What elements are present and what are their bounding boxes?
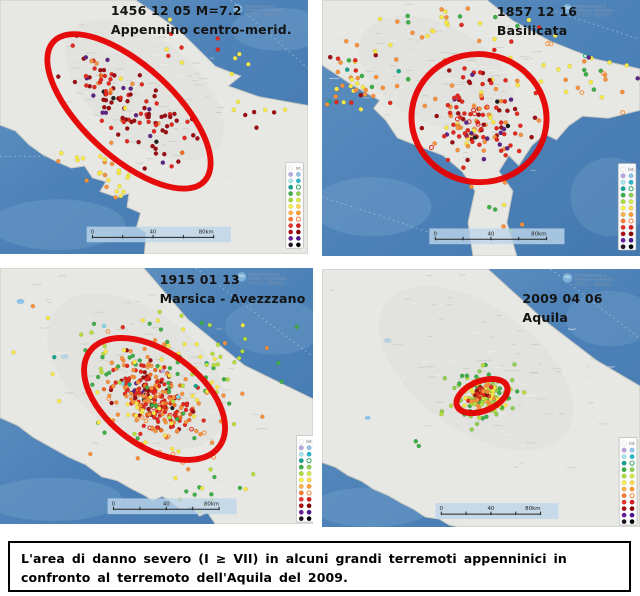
svg-text:Geofisica e Vulcanologia: Geofisica e Vulcanologia <box>248 276 286 280</box>
terrain-shading <box>65 5 257 184</box>
svg-text:CPTI15 - DBMI15: CPTI15 - DBMI15 <box>248 281 284 287</box>
intensity-legend: Int. <box>618 437 638 526</box>
intensity-dots-layer <box>11 303 300 515</box>
intensity-dots-layer <box>55 17 288 200</box>
map-canvas-1456: 0 40 80km Int. Istituto Nazionale diGeofis… <box>0 0 308 254</box>
svg-text:80km: 80km <box>531 231 546 237</box>
svg-text:Istituto Nazionale di: Istituto Nazionale di <box>574 4 606 8</box>
svg-text:CPTI15 - DBMI15: CPTI15 - DBMI15 <box>574 13 611 19</box>
damage-area-ellipse <box>453 375 511 417</box>
svg-text:Istituto Nazionale di: Istituto Nazionale di <box>248 272 279 276</box>
map-title-place: Aquila <box>522 309 569 325</box>
svg-text:80km: 80km <box>199 229 214 235</box>
svg-text:40: 40 <box>163 501 170 507</box>
intensity-legend: Int. <box>296 435 313 523</box>
svg-text:Geofisica e Vulcanologia: Geofisica e Vulcanologia <box>574 8 613 12</box>
damage-area-ellipse <box>408 51 550 186</box>
map-panel-1915-marsica: 0 40 80km Int. Istituto Nazionale di Geofis… <box>0 268 313 524</box>
svg-text:Int.: Int. <box>629 441 636 446</box>
map-title: 1915 01 13 Marsica - Avezzzano <box>160 271 306 309</box>
svg-text:Geofisica e Vulcanologia: Geofisica e Vulcanologia <box>244 8 282 12</box>
svg-text:0: 0 <box>440 506 444 512</box>
figure-caption-box: L'area di danno severo (I ≥ VII) in alcu… <box>8 541 631 592</box>
svg-text:Int.: Int. <box>306 439 312 444</box>
map-title: 1857 12 16 Basilicata <box>497 3 577 41</box>
svg-text:0: 0 <box>91 229 95 235</box>
scale-bar: 0 40 80km <box>86 226 231 243</box>
svg-text:CPTI15 - DBMI15: CPTI15 - DBMI15 <box>574 282 611 288</box>
map-title-place: Marsica - Avezzzano <box>159 290 306 306</box>
intensity-legend: Int. <box>617 163 637 251</box>
svg-text:0: 0 <box>112 501 116 507</box>
svg-text:Istituto Nazionale di: Istituto Nazionale di <box>244 4 275 8</box>
svg-text:CPTI15 - DBMI15: CPTI15 - DBMI15 <box>244 13 280 19</box>
damage-area-ellipse <box>81 335 228 463</box>
map-title-date: 2009 04 06 <box>522 291 603 306</box>
svg-text:40: 40 <box>487 506 494 512</box>
map-panel-1456-appennino: 0 40 80km Int. Istituto Nazionale di Geofis… <box>0 0 308 254</box>
scale-bar: 0 40 80km <box>429 228 565 245</box>
intensity-legend: Int. <box>285 161 304 249</box>
intensity-dots-layer <box>324 6 640 233</box>
svg-text:80km: 80km <box>204 501 219 507</box>
map-title-date: 1915 01 13 <box>159 272 240 287</box>
scale-bar: 0 40 80km <box>435 503 559 520</box>
svg-text:0: 0 <box>434 231 438 237</box>
map-title-place: Basilicata <box>496 22 568 38</box>
lake <box>364 415 371 420</box>
map-canvas-1915: 0 40 80km Int. Istituto Nazionale diGeofis… <box>0 268 313 524</box>
figure-caption-text: L'area di danno severo (I ≥ VII) in alcu… <box>21 551 567 586</box>
svg-text:Int.: Int. <box>296 165 302 170</box>
svg-text:Istituto Nazionale di: Istituto Nazionale di <box>574 273 606 277</box>
svg-text:40: 40 <box>150 229 157 235</box>
map-canvas-2009: 0 40 80km Int. Istituto Nazionale diGeofis… <box>322 269 640 527</box>
svg-text:80km: 80km <box>525 506 540 512</box>
map-title: 2009 04 06 Aquila <box>522 290 602 328</box>
map-canvas-1857: 0 40 80km Int. Istituto Nazionale diGeofis… <box>322 0 640 256</box>
damage-area-ellipse <box>44 31 214 192</box>
map-panel-1857-basilicata: 0 40 80km Int. Istituto Nazionale di Geofis… <box>322 0 640 256</box>
map-panel-2009-aquila: 0 40 80km Int. Istituto Nazionale di Geofis… <box>322 269 640 527</box>
map-title: 1456 12 05 M=7.2 Appennino centro-merid. <box>111 2 292 40</box>
lake <box>16 298 25 305</box>
svg-text:40: 40 <box>487 231 494 237</box>
map-title-place: Appennino centro-merid. <box>110 21 292 37</box>
map-title-date: 1857 12 16 <box>496 4 578 19</box>
svg-text:Geofisica e Vulcanologia: Geofisica e Vulcanologia <box>574 277 613 281</box>
scale-bar: 0 40 80km <box>107 498 237 515</box>
svg-text:Int.: Int. <box>628 167 634 172</box>
map-title-date: 1456 12 05 M=7.2 <box>110 3 242 18</box>
